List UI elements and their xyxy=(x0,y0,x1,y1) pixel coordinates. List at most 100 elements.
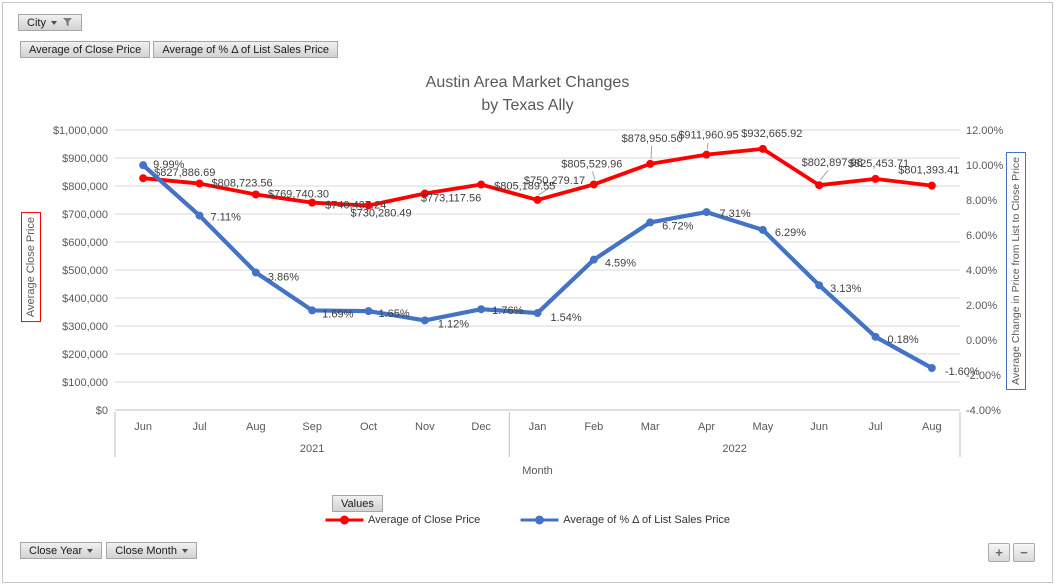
left-axis-tick: $700,000 xyxy=(62,209,108,221)
data-label: $730,280.49 xyxy=(351,208,412,220)
month-label: May xyxy=(752,421,773,433)
series-marker xyxy=(308,198,317,207)
data-label: $801,393.41 xyxy=(898,165,959,177)
series-marker xyxy=(871,332,880,341)
left-axis-tick: $0 xyxy=(96,405,108,417)
data-label: $740,437.24 xyxy=(325,200,386,212)
series-marker xyxy=(815,181,824,190)
values-button-label: Values xyxy=(341,497,374,510)
field-button-pct-delta-label: Average of % Δ of List Sales Price xyxy=(162,43,330,56)
series-marker xyxy=(195,211,204,220)
series-marker xyxy=(420,316,429,325)
right-axis-tick: -2.00% xyxy=(966,370,1001,382)
series-marker xyxy=(195,179,204,188)
dropdown-caret-icon xyxy=(87,548,94,553)
data-label: 7.31% xyxy=(720,208,751,220)
left-axis-tick: $200,000 xyxy=(62,349,108,361)
filter-funnel-icon xyxy=(62,18,72,27)
data-label: 1.54% xyxy=(551,312,582,324)
series-marker xyxy=(927,181,936,190)
left-axis-title: Average Close Price xyxy=(21,212,41,323)
data-label: 4.59% xyxy=(605,258,636,270)
close-month-button[interactable]: Close Month xyxy=(106,542,197,559)
field-button-pct-delta[interactable]: Average of % Δ of List Sales Price xyxy=(153,41,339,58)
dropdown-caret-icon xyxy=(50,20,57,25)
zoom-out-button[interactable]: − xyxy=(1013,543,1035,562)
legend-marker-close-price xyxy=(324,515,363,525)
data-label: 6.72% xyxy=(662,220,693,232)
data-label: $769,740.30 xyxy=(268,188,329,200)
left-axis-tick: $400,000 xyxy=(62,293,108,305)
left-axis-tick: $1,000,000 xyxy=(53,125,108,137)
data-label: 1.12% xyxy=(438,318,469,330)
right-axis-tick: 6.00% xyxy=(966,230,997,242)
zoom-in-button[interactable]: + xyxy=(988,543,1010,562)
series-marker xyxy=(927,364,936,372)
data-label: $827,886.69 xyxy=(154,167,215,179)
data-label: 3.86% xyxy=(268,271,299,283)
data-label: $932,665.92 xyxy=(741,128,802,140)
chart-title: Austin Area Market Changes by Texas Ally xyxy=(0,71,1055,117)
series-marker xyxy=(139,161,148,170)
left-axis-tick: $300,000 xyxy=(62,321,108,333)
x-axis-title: Month xyxy=(522,465,553,477)
close-month-label: Close Month xyxy=(115,544,177,557)
pivot-field-buttons: Average of Close Price Average of % Δ of… xyxy=(20,41,339,58)
right-axis-tick: 2.00% xyxy=(966,300,997,312)
legend-label-pct-delta: Average of % Δ of List Sales Price xyxy=(563,514,731,526)
series-marker xyxy=(364,201,373,210)
close-year-button[interactable]: Close Year xyxy=(20,542,103,559)
series-marker xyxy=(646,218,655,227)
data-label: -1.60% xyxy=(945,366,980,378)
month-label: Aug xyxy=(246,421,266,433)
series-marker xyxy=(477,305,486,314)
series-marker xyxy=(702,208,711,217)
series-marker xyxy=(589,180,598,189)
series-marker xyxy=(758,144,767,153)
chart-title-line2: by Texas Ally xyxy=(481,97,574,114)
field-button-close-price[interactable]: Average of Close Price xyxy=(20,41,151,58)
month-label: Oct xyxy=(360,421,377,433)
month-label: Jan xyxy=(529,421,547,433)
year-label: 2022 xyxy=(722,443,746,455)
right-axis-tick: 4.00% xyxy=(966,265,997,277)
data-label: 1.65% xyxy=(379,308,410,320)
legend-item-pct-delta: Average of % Δ of List Sales Price xyxy=(520,514,730,526)
data-label: 1.69% xyxy=(322,308,353,320)
city-filter-label: City xyxy=(27,16,46,29)
month-label: Apr xyxy=(698,421,715,433)
series-marker xyxy=(420,189,429,198)
dropdown-caret-icon xyxy=(181,548,188,553)
series-marker xyxy=(477,180,486,189)
field-button-close-price-label: Average of Close Price xyxy=(29,43,142,56)
data-label: $805,189.55 xyxy=(494,181,555,193)
legend-marker-pct-delta xyxy=(520,515,559,525)
data-label: $825,453.71 xyxy=(848,158,909,170)
series-marker xyxy=(533,309,542,318)
series-marker xyxy=(589,255,598,264)
values-button[interactable]: Values xyxy=(332,495,383,512)
series-marker xyxy=(364,307,373,316)
month-label: Nov xyxy=(415,421,435,433)
label-leader-line xyxy=(591,171,596,180)
left-axis-tick: $100,000 xyxy=(62,377,108,389)
left-axis-tick: $900,000 xyxy=(62,153,108,165)
month-label: Dec xyxy=(471,421,491,433)
data-label: 7.11% xyxy=(211,212,242,224)
label-leader-line xyxy=(538,187,550,196)
data-label: $805,529.96 xyxy=(561,158,622,170)
month-label: Aug xyxy=(922,421,942,433)
city-filter-button[interactable]: City xyxy=(18,14,82,31)
chart-title-line1: Austin Area Market Changes xyxy=(425,74,630,91)
data-label: $878,950.50 xyxy=(622,133,683,145)
month-label: Sep xyxy=(302,421,322,433)
data-label: 9.99% xyxy=(153,159,184,171)
year-label: 2021 xyxy=(300,443,324,455)
right-axis-tick: 8.00% xyxy=(966,195,997,207)
series-marker xyxy=(139,174,148,183)
data-label: $911,960.95 xyxy=(678,130,738,142)
data-label: 0.18% xyxy=(888,334,919,346)
legend-label-close-price: Average of Close Price xyxy=(367,514,481,526)
series-marker xyxy=(251,190,260,199)
